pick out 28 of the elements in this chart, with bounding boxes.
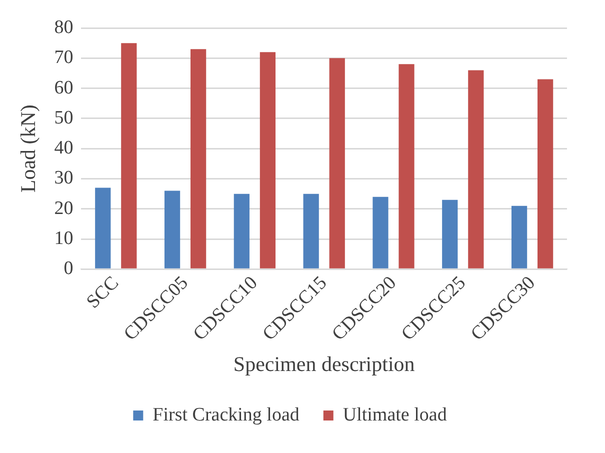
x-tick-label: SCC xyxy=(82,272,123,313)
bar xyxy=(190,49,206,268)
bar xyxy=(538,79,554,268)
y-tick-label: 40 xyxy=(54,138,74,159)
y-tick-label: 0 xyxy=(64,258,74,280)
bar xyxy=(511,206,528,268)
bar xyxy=(234,194,250,268)
y-tick-label: 10 xyxy=(54,228,74,250)
y-tick-label: 80 xyxy=(54,16,74,38)
y-tick-label: 30 xyxy=(54,168,74,189)
bar xyxy=(260,52,276,268)
legend-label: Ultimate load xyxy=(342,404,448,426)
legend-label: First Cracking load xyxy=(152,404,300,426)
bar xyxy=(329,58,345,268)
y-tick-label: 20 xyxy=(54,198,74,219)
y-tick-label: 60 xyxy=(54,77,74,98)
bar xyxy=(442,200,458,268)
bar xyxy=(121,43,137,268)
bar xyxy=(398,64,414,268)
bar xyxy=(303,194,319,268)
y-axis-title: Load (kN) xyxy=(16,104,40,193)
bar xyxy=(372,196,388,268)
x-axis-title: Specimen description xyxy=(233,352,416,376)
bar xyxy=(164,190,180,268)
bar xyxy=(468,70,484,268)
y-tick-label: 70 xyxy=(54,47,74,68)
y-tick-label: 50 xyxy=(54,107,74,128)
bar xyxy=(95,188,111,268)
